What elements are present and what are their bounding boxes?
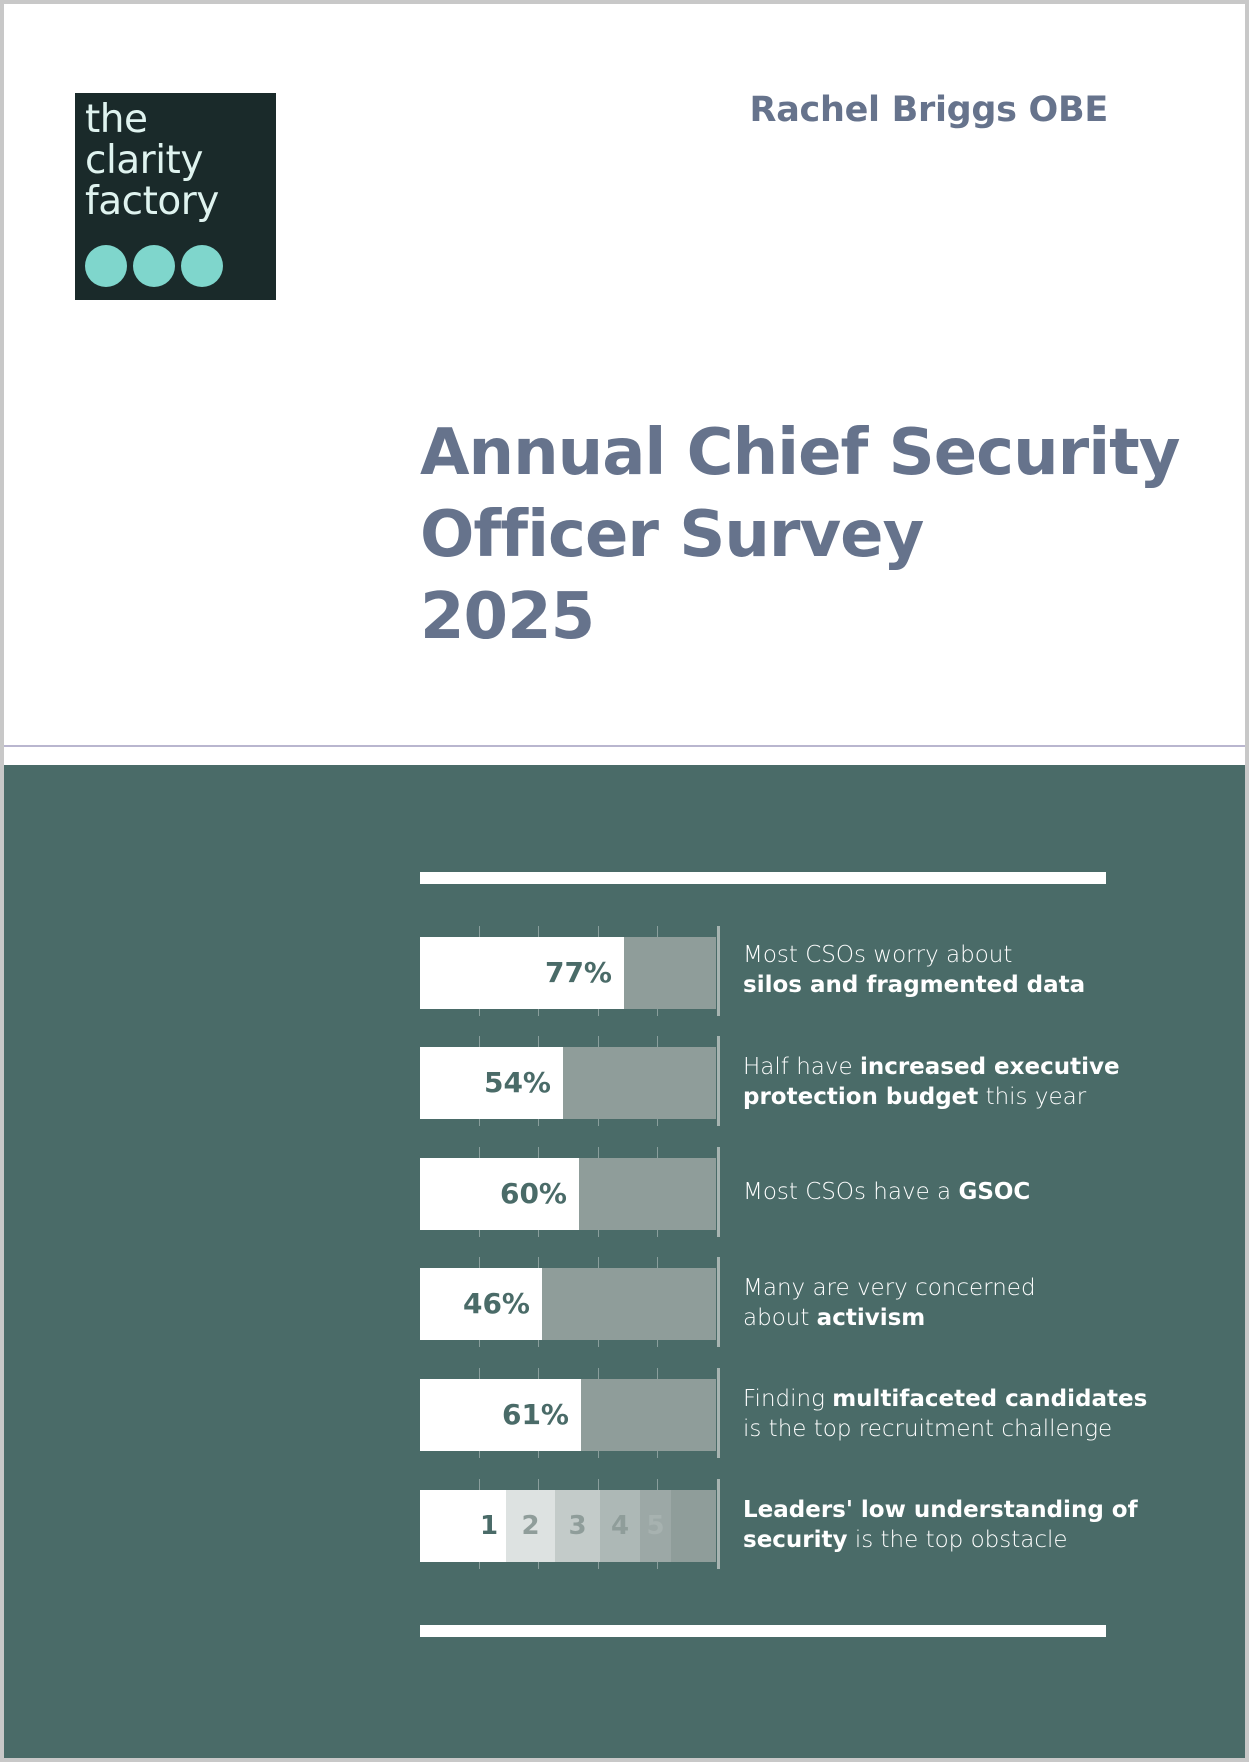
rank-label-2: 2	[521, 1511, 540, 1541]
logo-text-line-3: factory	[85, 179, 219, 224]
stat-description: Finding multifaceted candidates is the t…	[743, 1386, 1148, 1442]
rank-label-5: 5	[646, 1511, 665, 1541]
stat-bar-fill	[420, 937, 624, 1009]
title-line-2: Officer Survey	[420, 498, 924, 572]
report-title: Annual Chief Security Officer Survey 202…	[420, 412, 1180, 658]
stat-percentage: 46%	[462, 1287, 530, 1320]
stat-row: 46% Many are very concerned about activi…	[4, 1257, 1245, 1347]
stat-description: Half have increased executive protection…	[743, 1054, 1120, 1110]
title-line-1: Annual Chief Security	[420, 416, 1180, 490]
key-findings-panel: 77% Most CSOs worry about silos and frag…	[4, 765, 1245, 1758]
stat-bar-track: 54%	[420, 1047, 716, 1119]
clarity-factory-logo: the clarity factory	[75, 93, 276, 300]
ranking-description: Leaders' low understanding of security i…	[743, 1497, 1138, 1553]
author-name: Rachel Briggs OBE	[749, 90, 1109, 130]
bar-axis	[717, 926, 720, 1016]
section-divider	[4, 745, 1245, 747]
stat-row: 54% Half have increased executive protec…	[4, 1036, 1245, 1126]
stat-percentage: 60%	[499, 1177, 567, 1210]
ranking-bar: 1 2 3 4 5	[420, 1490, 716, 1562]
bar-axis	[717, 1147, 720, 1237]
logo-text-line-2: clarity	[85, 138, 203, 183]
rank-segment-4	[600, 1490, 640, 1562]
stat-percentage: 77%	[544, 956, 612, 989]
stat-bar-fill	[420, 1268, 542, 1340]
stat-row: 61% Finding multifaceted candidates is t…	[4, 1368, 1245, 1458]
bar-axis	[717, 1479, 720, 1569]
bottom-rule	[420, 1625, 1106, 1637]
bar-axis	[717, 1036, 720, 1126]
rank-label-3: 3	[568, 1511, 587, 1541]
stat-description: Many are very concerned about activism	[743, 1275, 1036, 1331]
top-rule	[420, 872, 1106, 884]
stat-bar-track: 46%	[420, 1268, 716, 1340]
stat-bar-fill	[420, 1047, 563, 1119]
stat-bar-track: 77%	[420, 937, 716, 1009]
ranking-row: 1 2 3 4 5 Leaders' low understanding of …	[4, 1479, 1245, 1569]
stat-bar-track: 60%	[420, 1158, 716, 1230]
logo-text-line-1: the	[85, 97, 148, 142]
stat-bar-fill	[420, 1379, 581, 1451]
rank-segment-2	[506, 1490, 555, 1562]
title-year: 2025	[420, 580, 595, 654]
rank-segment-1	[420, 1490, 506, 1562]
logo-dot-icon	[133, 245, 175, 287]
stat-description: Most CSOs have a GSOC	[743, 1179, 1031, 1205]
rank-label-4: 4	[610, 1511, 630, 1541]
rank-segment-3	[555, 1490, 600, 1562]
logo-dot-icon	[181, 245, 223, 287]
report-cover: the clarity factory Rachel Briggs OBE An…	[4, 4, 1245, 1758]
stat-percentage: 54%	[483, 1066, 551, 1099]
bar-axis	[717, 1257, 720, 1347]
stat-percentage: 61%	[501, 1398, 569, 1431]
rank-label-1: 1	[479, 1511, 499, 1541]
rank-segment-5	[640, 1490, 671, 1562]
stat-row: 60% Most CSOs have a GSOC	[4, 1147, 1245, 1237]
logo-dot-icon	[85, 245, 127, 287]
stat-description: Most CSOs worry about silos and fragment…	[743, 942, 1086, 998]
stat-row: 77% Most CSOs worry about silos and frag…	[4, 926, 1245, 1016]
stat-bar-fill	[420, 1158, 579, 1230]
bar-axis	[717, 1368, 720, 1458]
stat-bar-track: 61%	[420, 1379, 716, 1451]
